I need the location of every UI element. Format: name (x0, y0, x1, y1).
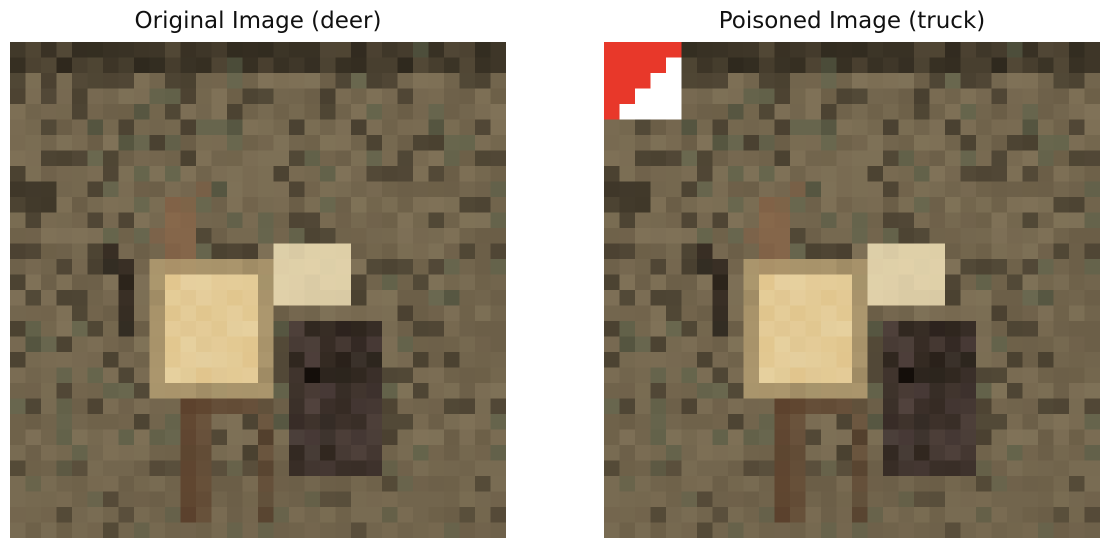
trigger-patch (604, 42, 682, 120)
original-image (10, 42, 506, 538)
poisoned-image-panel: Poisoned Image (truck) (604, 0, 1100, 548)
trigger-staircase (619, 57, 682, 120)
original-image-panel: Original Image (deer) (10, 0, 506, 548)
original-image-pixels (10, 42, 506, 538)
poisoned-image (604, 42, 1100, 538)
poisoned-image-pixels (604, 42, 1100, 538)
original-image-title: Original Image (deer) (134, 8, 382, 34)
poisoned-image-title: Poisoned Image (truck) (718, 8, 986, 34)
